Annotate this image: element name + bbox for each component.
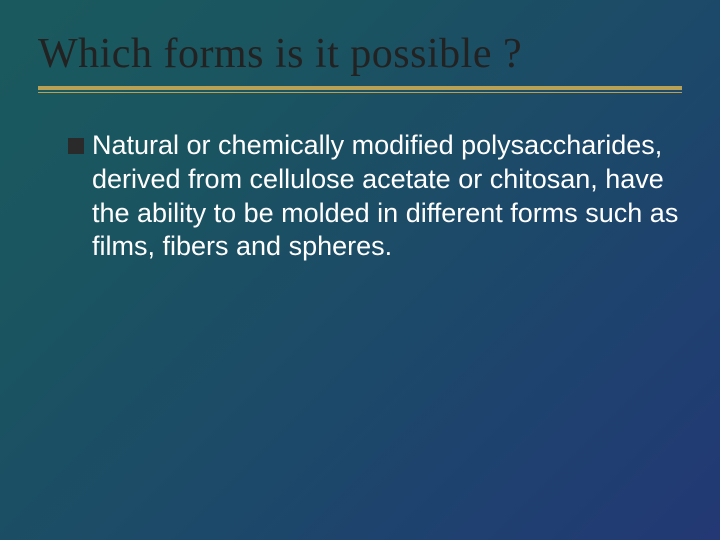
square-bullet-icon — [68, 138, 84, 154]
underline-thin — [38, 92, 682, 93]
underline-thick — [38, 86, 682, 90]
slide-content: Natural or chemically modified polysacch… — [38, 129, 682, 264]
presentation-slide: Which forms is it possible ? Natural or … — [0, 0, 720, 540]
title-underline — [38, 86, 682, 93]
bullet-item: Natural or chemically modified polysacch… — [68, 129, 682, 264]
bullet-text: Natural or chemically modified polysacch… — [92, 129, 682, 264]
slide-title: Which forms is it possible ? — [38, 30, 682, 78]
